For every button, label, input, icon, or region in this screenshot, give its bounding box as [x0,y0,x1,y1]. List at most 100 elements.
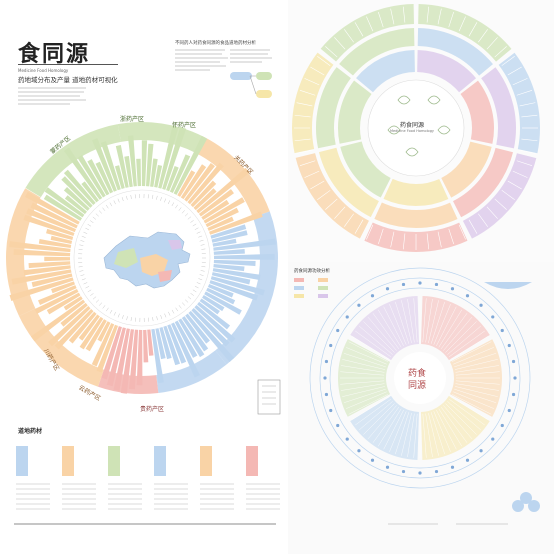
right-top-center-label: 药食同源 [400,122,425,129]
right-bottom-panel: 药食同源功效分析 药食 同源 [288,262,554,554]
ring-segment [340,141,391,198]
radial-bar [197,301,231,330]
radial-bar [166,166,179,192]
outer-dot [385,287,390,291]
radial-bar [212,268,261,281]
page-subtitle: 药地域分布及产量 道地药材可视化 [18,76,118,84]
radial-bar [199,298,220,315]
radial-bar [167,324,187,364]
radial-bar [46,228,74,240]
outer-dot [511,392,516,397]
column-card [62,446,74,476]
region-band-4 [156,350,227,394]
herb-icons [387,95,451,157]
radial-bar [114,165,125,189]
outer-dot [507,343,511,348]
radial-bar [63,169,96,206]
outer-dot [401,469,406,474]
radial-bar [38,285,77,306]
radial-bar [190,180,217,208]
radial-bar [9,277,74,302]
rb-footer-icons [388,492,540,525]
radial-bar [64,195,87,215]
radial-bar [198,189,234,217]
right-bottom-radial [294,267,540,525]
radial-bar [46,292,81,315]
rb-center-label-1: 药食 [408,369,427,379]
radial-bar [212,238,237,247]
ring-segment [356,50,415,93]
outer-dot [479,303,483,307]
radial-bar [210,276,265,296]
radial-bar [173,135,208,195]
ring-segment [481,67,516,149]
radial-bar [51,281,76,294]
radial-bar [206,287,236,305]
radial-bar [100,141,121,191]
outer-dot [370,294,375,298]
right-legend-box [257,379,281,415]
ring-segment [316,67,351,149]
radial-bar [64,147,103,200]
radial-bar [203,197,245,224]
ring-segment [318,147,379,218]
radial-bar [23,265,71,276]
top-note: 不同药人对药食同源的食品道地药材分析 [175,41,256,46]
china-map-icon [103,231,191,289]
radial-bar [213,263,245,272]
ring-segment [452,147,514,218]
right-top-panel: 药食同源 Medicine Food Homology [288,0,554,262]
radial-bar [91,323,115,367]
region-band-3 [215,211,278,365]
radial-bar [210,224,247,239]
region-label-huai: 怀药产区 [172,122,197,129]
outer-dot [511,359,516,364]
efficacy-segment [350,296,420,361]
radial-bar [159,327,172,360]
radial-bar [187,162,224,205]
column-card [200,446,212,476]
radial-bar [136,158,142,187]
rb-center-label-2: 同源 [408,381,427,391]
outer-dot [507,408,511,413]
right-bottom-heading: 药食同源功效分析 [294,269,330,274]
radial-bar [81,181,99,203]
radial-bar [143,329,149,363]
right-top-radial [292,4,540,252]
radial-bar [204,291,242,315]
radial-bar [78,314,100,341]
radial-bar [77,155,106,198]
radial-bar [155,328,166,360]
radial-bar [96,324,119,373]
radial-bar [92,138,117,192]
region-label-gui: 贵药产区 [140,406,165,413]
english-subtitle: Medicine Food Homology [18,68,69,73]
ring-segment [338,80,372,144]
radial-bar [106,327,126,387]
ring-segment [295,153,369,239]
radial-bar [169,154,191,193]
radial-bar [196,167,250,214]
radial-bar [207,216,234,231]
page-title: 食同源 [18,42,91,67]
outer-dot [323,376,327,380]
outer-dot [418,471,422,475]
ring-segment [462,153,537,239]
outer-dot [491,437,495,441]
column-card [108,446,120,476]
radial-bar [11,269,72,285]
ring-segment [320,4,414,62]
radial-bar [150,158,158,187]
outer-dot [465,458,470,462]
radial-bar [145,143,154,187]
radial-bar [79,316,104,350]
radial-bar [9,241,71,253]
radial-bar [188,310,235,362]
radial-bar [180,164,207,200]
bottom-section-heading: 道地药材 [18,428,43,435]
column-card [154,446,166,476]
radial-bar [61,176,93,208]
intro-paragraph-lines [18,49,272,105]
outer-dot [500,328,504,333]
